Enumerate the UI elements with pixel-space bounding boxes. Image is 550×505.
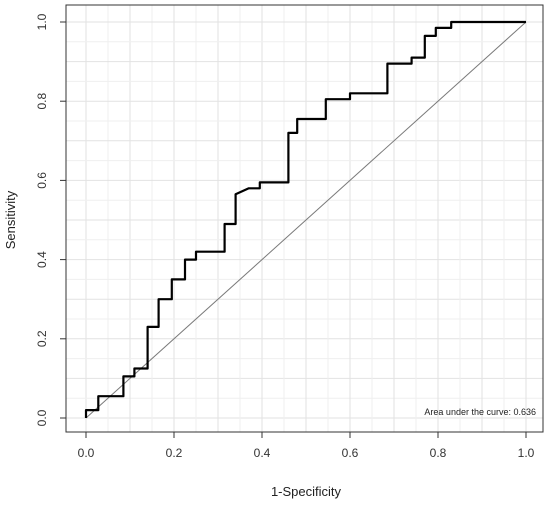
- y-tick-label: 1.0: [35, 13, 49, 30]
- y-tick-label: 0.6: [35, 172, 49, 189]
- x-axis-title: 1-Specificity: [271, 484, 342, 499]
- y-tick-label: 0.4: [35, 251, 49, 268]
- y-axis-title: Sensitivity: [3, 190, 18, 249]
- x-tick-label: 0.4: [254, 446, 271, 460]
- reference-diagonal: [85, 21, 527, 419]
- grid-lines: [66, 5, 543, 432]
- axes: 0.0 0.0 0.2 0.2 0.4 0.4 0.6 0.6 0.8 0.8 1.0 1.0: [35, 13, 535, 460]
- x-tick-label: 0.0: [78, 446, 95, 460]
- roc-curve: [84, 20, 526, 418]
- x-tick-label: 1.0: [518, 446, 535, 460]
- x-tick-label: 0.6: [342, 446, 359, 460]
- auc-annotation: Area under the curve: 0.636: [424, 407, 536, 417]
- x-tick-label: 0.2: [166, 446, 183, 460]
- y-tick-label: 0.2: [35, 330, 49, 347]
- y-tick-label: 0.0: [35, 409, 49, 426]
- y-tick-label: 0.8: [35, 93, 49, 110]
- plot-frame: [65, 4, 544, 433]
- x-tick-label: 0.8: [430, 446, 447, 460]
